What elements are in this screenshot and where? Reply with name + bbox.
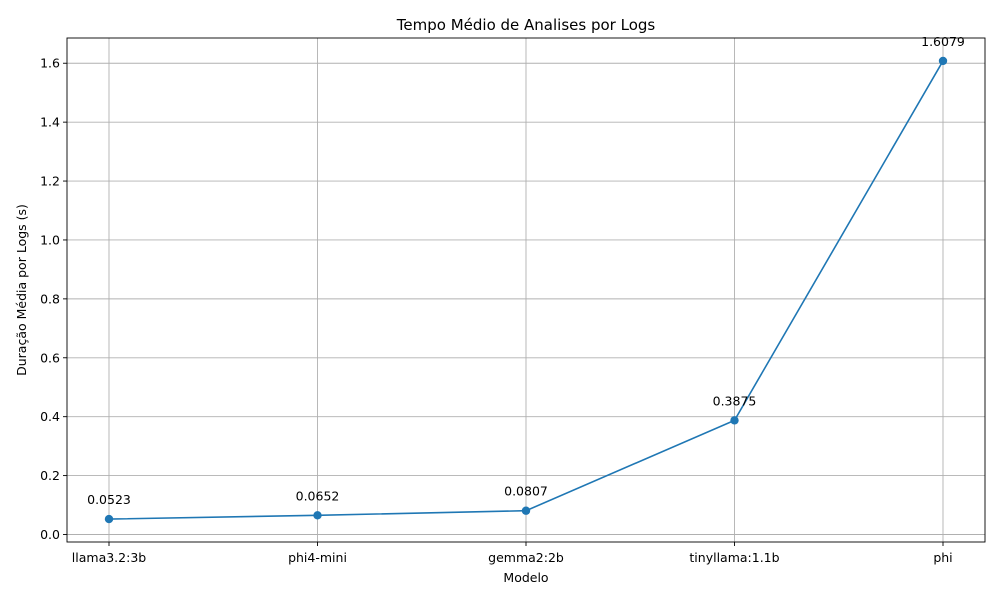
y-tick-label: 0.8 — [40, 291, 60, 306]
data-label: 0.0807 — [504, 484, 548, 499]
tick-layer: 0.0 0.2 0.4 0.6 0.8 1.0 1.2 1.4 1.6 llama3.2:3b ph… — [40, 56, 953, 565]
y-axis-label: Duração Média por Logs (s) — [14, 204, 29, 376]
x-tick-label: gemma2:2b — [488, 550, 564, 565]
x-axis-label: Modelo — [503, 570, 548, 585]
data-point — [104, 514, 114, 524]
y-tick-label: 0.6 — [40, 350, 60, 365]
y-tick-label: 1.2 — [40, 174, 60, 189]
data-point — [938, 56, 948, 66]
x-tick-label: phi — [933, 550, 952, 565]
x-tick-label: tinyllama:1.1b — [689, 550, 779, 565]
y-tick-label: 0.2 — [40, 468, 60, 483]
data-label: 0.0652 — [296, 488, 340, 503]
series-layer: 0.0523 0.0652 0.0807 0.3875 1.6079 — [87, 34, 965, 524]
data-point — [313, 511, 322, 520]
y-tick-label: 0.0 — [40, 527, 60, 542]
y-tick-label: 1.4 — [40, 115, 60, 130]
grid-layer — [67, 38, 985, 542]
chart-title: Tempo Médio de Analises por Logs — [396, 16, 656, 34]
y-tick-label: 1.6 — [40, 56, 60, 71]
data-point — [730, 416, 739, 425]
y-tick-label: 0.4 — [40, 409, 60, 424]
x-tick-label: llama3.2:3b — [72, 550, 146, 565]
data-label: 1.6079 — [921, 34, 965, 49]
data-label: 0.3875 — [713, 393, 757, 408]
x-tick-label: phi4-mini — [288, 550, 347, 565]
data-label: 0.0523 — [87, 492, 131, 507]
data-point — [521, 506, 531, 515]
y-tick-label: 1.0 — [40, 232, 60, 247]
